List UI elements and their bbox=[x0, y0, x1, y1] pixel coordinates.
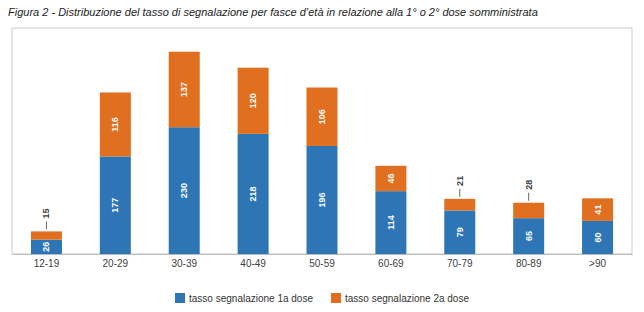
x-tick: 50-59 bbox=[309, 254, 335, 269]
bar-segment bbox=[307, 146, 338, 254]
data-label: 120 bbox=[248, 93, 258, 108]
plot-frame bbox=[12, 28, 632, 254]
legend-item: tasso segnalazione 1a dose bbox=[175, 293, 313, 304]
legend-label: tasso segnalazione 1a dose bbox=[189, 293, 313, 304]
x-axis-line bbox=[13, 254, 633, 255]
bar-segment bbox=[169, 52, 200, 128]
bar-segment bbox=[238, 134, 269, 254]
legend-swatch bbox=[331, 293, 341, 303]
legend-swatch bbox=[175, 293, 185, 303]
bar-segment bbox=[375, 191, 406, 254]
x-tick-label: 70-79 bbox=[447, 258, 473, 269]
x-tick: 70-79 bbox=[447, 254, 473, 269]
chart-title: Figura 2 - Distribuzione del tasso di se… bbox=[8, 6, 538, 18]
data-label: 60 bbox=[593, 232, 603, 242]
data-label: 116 bbox=[110, 117, 120, 132]
bar-segment bbox=[307, 88, 338, 146]
x-tick: 40-49 bbox=[240, 254, 266, 269]
data-label: 28 bbox=[524, 180, 534, 190]
bar-segment bbox=[582, 221, 613, 254]
x-tick: 20-29 bbox=[103, 254, 129, 269]
bar-segment bbox=[582, 198, 613, 221]
data-label: 21 bbox=[455, 176, 465, 186]
bar-segment bbox=[444, 199, 475, 211]
leader-line bbox=[459, 189, 460, 197]
bar-segment bbox=[100, 92, 131, 156]
x-axis: 12-19 20-29 30-39 40-49 50-59 60-69 70-79 80-89… bbox=[13, 254, 633, 269]
plot-area: 26 177 230 218 196 114 79 65 60 15 116 137 120 106 46 2… bbox=[12, 28, 633, 269]
legend: tasso segnalazione 1a dose tasso segnalaz… bbox=[175, 293, 469, 304]
data-labels: 26 177 230 218 196 114 79 65 60 15 116 137 120 106 46 2… bbox=[41, 82, 602, 252]
bar-segment bbox=[444, 210, 475, 254]
data-label: 196 bbox=[317, 192, 327, 207]
bar-segment bbox=[513, 218, 544, 254]
legend-item: tasso segnalazione 2a dose bbox=[331, 293, 469, 304]
data-label: 114 bbox=[386, 215, 396, 230]
x-tick: 80-89 bbox=[516, 254, 542, 269]
data-label: 26 bbox=[41, 242, 51, 252]
x-tick-label: 20-29 bbox=[103, 258, 129, 269]
x-tick: 30-39 bbox=[171, 254, 197, 269]
x-tick-label: >90 bbox=[589, 258, 606, 269]
x-tick: 12-19 bbox=[34, 254, 60, 269]
leader-line bbox=[46, 221, 47, 229]
data-label: 79 bbox=[455, 227, 465, 237]
x-tick-label: 50-59 bbox=[309, 258, 335, 269]
x-tick: >90 bbox=[589, 254, 606, 269]
bars bbox=[31, 52, 613, 254]
legend-label: tasso segnalazione 2a dose bbox=[345, 293, 469, 304]
bar-segment bbox=[31, 240, 62, 254]
chart-svg: Figura 2 - Distribuzione del tasso di se… bbox=[0, 0, 644, 312]
data-label: 46 bbox=[386, 173, 396, 183]
bar-segment bbox=[100, 156, 131, 254]
x-tick-label: 30-39 bbox=[171, 258, 197, 269]
x-tick-label: 12-19 bbox=[34, 258, 60, 269]
x-tick-label: 80-89 bbox=[516, 258, 542, 269]
data-label: 15 bbox=[41, 208, 51, 218]
bar-series bbox=[31, 52, 613, 240]
x-tick-label: 60-69 bbox=[378, 258, 404, 269]
x-tick: 60-69 bbox=[378, 254, 404, 269]
x-tick-label: 40-49 bbox=[240, 258, 266, 269]
data-label: 41 bbox=[593, 205, 603, 215]
data-label: 106 bbox=[317, 109, 327, 124]
data-label: 230 bbox=[179, 183, 189, 198]
data-label: 137 bbox=[179, 82, 189, 97]
bar-segment bbox=[513, 203, 544, 218]
data-label: 218 bbox=[248, 186, 258, 201]
bar-segment bbox=[238, 68, 269, 134]
bar-segment bbox=[31, 231, 62, 239]
bar-segment bbox=[375, 166, 406, 191]
data-label: 65 bbox=[524, 231, 534, 241]
data-label: 177 bbox=[110, 198, 120, 213]
bar-segment bbox=[169, 127, 200, 254]
leader-line bbox=[528, 193, 529, 201]
